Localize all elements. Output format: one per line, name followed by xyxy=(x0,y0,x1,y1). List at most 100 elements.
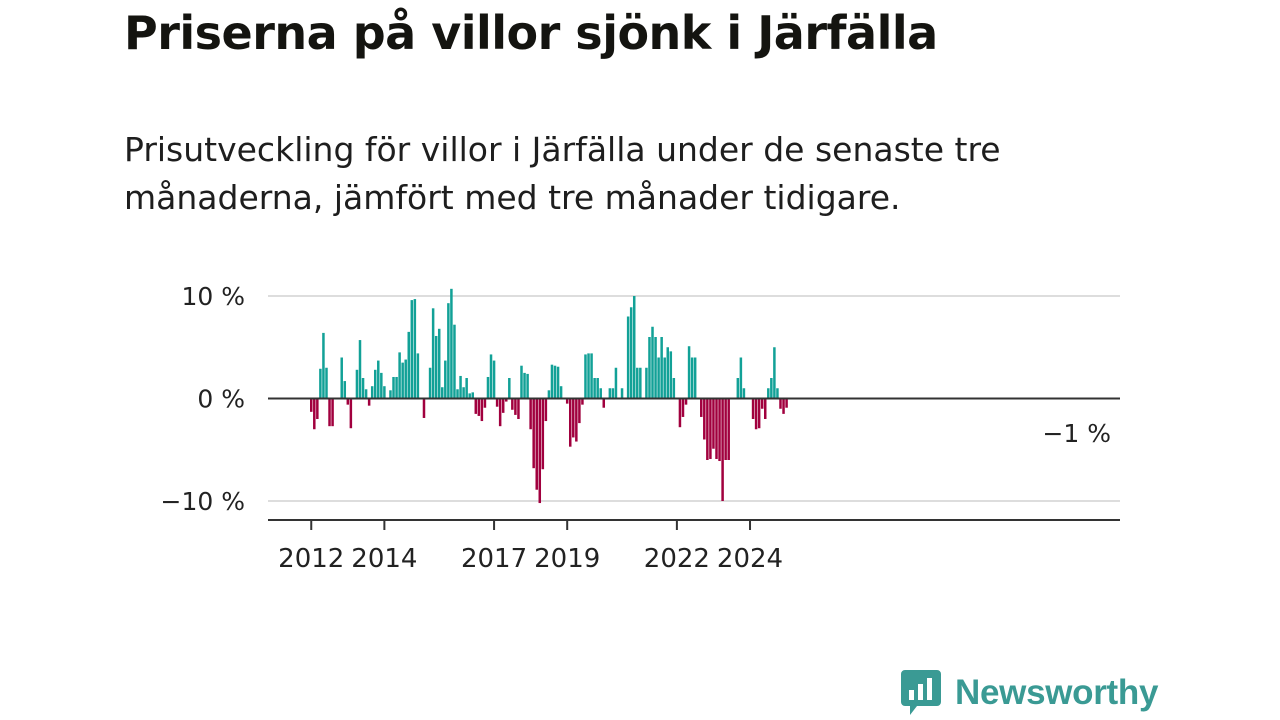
bar xyxy=(556,366,560,399)
bar xyxy=(767,388,770,399)
bar xyxy=(651,326,654,399)
x-axis-ticks: 2012 2014 2017 2019 2022 2024 xyxy=(278,520,783,574)
bar xyxy=(590,353,593,399)
bar xyxy=(395,376,398,399)
bar xyxy=(355,369,359,399)
bar xyxy=(486,376,490,399)
bar xyxy=(645,367,648,399)
bar xyxy=(495,398,499,407)
bar xyxy=(669,351,673,399)
bar xyxy=(380,372,383,399)
bar xyxy=(626,316,630,399)
newsworthy-logo: Newsworthy xyxy=(901,670,1158,716)
bar xyxy=(678,398,682,428)
bar xyxy=(453,324,456,399)
bar xyxy=(559,386,563,399)
bar xyxy=(456,389,459,399)
bar xyxy=(724,398,727,460)
bar xyxy=(715,398,718,459)
bar xyxy=(581,398,584,405)
bar xyxy=(569,398,572,447)
bar xyxy=(398,352,401,399)
bar xyxy=(413,299,417,399)
bar xyxy=(764,398,767,419)
bar xyxy=(316,398,319,419)
bar xyxy=(593,378,596,399)
bar xyxy=(776,388,779,399)
bar xyxy=(392,376,395,399)
bar xyxy=(700,398,703,417)
bar xyxy=(757,398,761,429)
bar xyxy=(553,365,557,399)
bar xyxy=(373,369,377,399)
bar xyxy=(657,357,660,399)
x-tick-label: 2012 xyxy=(278,544,344,574)
bar xyxy=(340,357,343,399)
bar xyxy=(690,357,694,399)
bar xyxy=(437,328,441,399)
x-tick-label: 2019 xyxy=(534,544,600,574)
bar xyxy=(407,331,410,399)
bar xyxy=(358,340,362,399)
bar xyxy=(520,365,523,399)
bar xyxy=(322,332,325,399)
bar xyxy=(596,378,599,399)
bar xyxy=(471,392,474,399)
bar xyxy=(444,360,447,399)
bar xyxy=(431,308,435,399)
bar xyxy=(367,398,371,406)
bar xyxy=(751,398,755,419)
bar xyxy=(377,360,380,399)
bar xyxy=(441,387,444,399)
bar xyxy=(712,398,715,449)
bar xyxy=(383,386,386,399)
bar xyxy=(736,378,740,399)
y-tick-label: 10 % xyxy=(181,282,245,311)
bar xyxy=(498,398,502,427)
x-tick-label: 2014 xyxy=(351,544,417,574)
bar xyxy=(709,398,712,459)
bar xyxy=(703,398,706,440)
bar xyxy=(447,303,450,399)
bar xyxy=(779,398,782,409)
bar xyxy=(727,398,730,460)
bar xyxy=(492,360,496,399)
bar xyxy=(529,398,532,430)
newsworthy-logo-text: Newsworthy xyxy=(955,673,1159,712)
bar xyxy=(773,347,776,399)
bar xyxy=(648,337,651,399)
bar xyxy=(511,398,514,410)
bar xyxy=(535,398,538,490)
bars xyxy=(310,288,788,504)
bar xyxy=(587,353,590,399)
bar xyxy=(364,389,368,399)
bar xyxy=(672,378,676,399)
bar xyxy=(760,398,764,409)
bar xyxy=(629,307,633,399)
x-tick-label: 2022 xyxy=(644,544,710,574)
bar xyxy=(349,398,353,429)
bar xyxy=(483,398,487,408)
bar xyxy=(313,398,316,430)
bar xyxy=(310,398,313,412)
bar xyxy=(785,398,788,408)
bar xyxy=(459,375,462,399)
bar xyxy=(742,388,746,399)
chart-subtitle: Prisutveckling för villor i Järfälla und… xyxy=(124,130,1001,217)
bar xyxy=(754,398,758,430)
bar xyxy=(660,337,663,399)
bar xyxy=(544,398,548,422)
y-axis-ticks: 10 % 0 % −10 % xyxy=(161,282,245,516)
bar xyxy=(547,390,551,399)
bar xyxy=(416,353,420,399)
bar xyxy=(328,398,331,427)
bar xyxy=(370,386,374,399)
gridlines xyxy=(268,295,1120,502)
bar xyxy=(532,398,535,469)
bar xyxy=(620,388,624,399)
bar xyxy=(602,398,606,408)
newsworthy-logo-icon xyxy=(901,670,941,715)
bar xyxy=(508,378,511,399)
y-tick-label: −10 % xyxy=(161,487,245,516)
bar xyxy=(422,398,426,418)
